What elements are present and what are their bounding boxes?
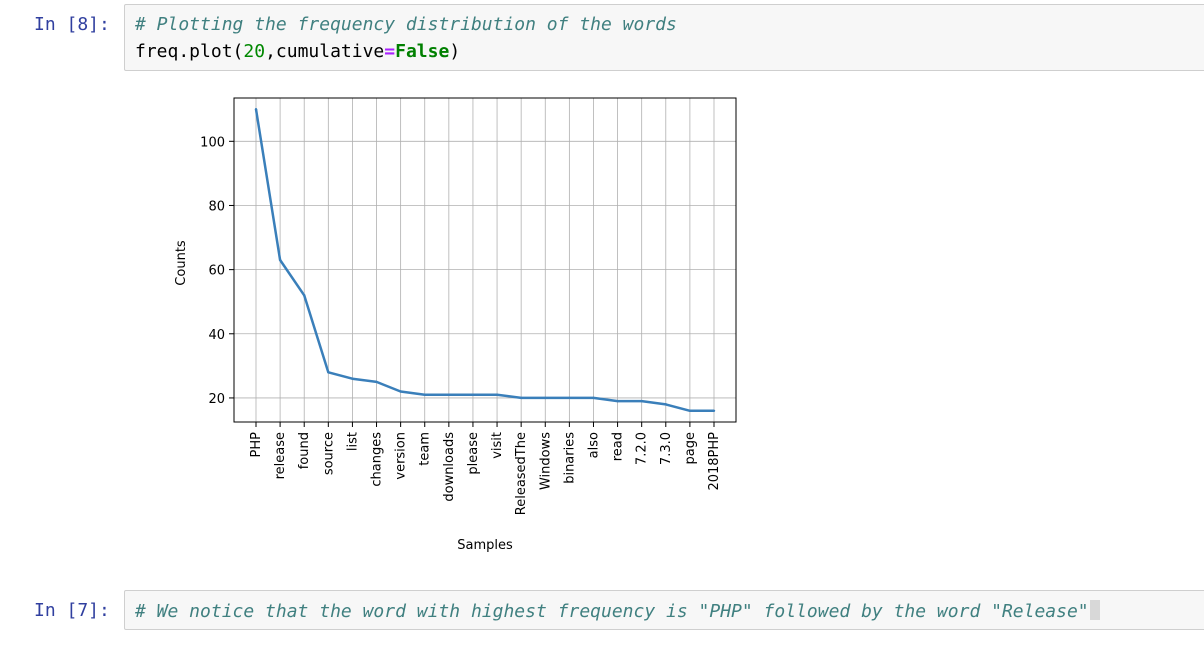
data-point bbox=[447, 393, 451, 396]
code-comment: # We notice that the word with highest f… bbox=[135, 601, 1089, 622]
data-point bbox=[399, 390, 402, 393]
data-point bbox=[544, 396, 547, 400]
plot-frame bbox=[233, 97, 737, 423]
data-point bbox=[254, 108, 258, 111]
x-tick-label: 7.3.0 bbox=[659, 432, 674, 465]
y-tick-label: 60 bbox=[208, 264, 225, 279]
code-argument: ,cumulative bbox=[265, 41, 385, 62]
data-point bbox=[592, 396, 595, 400]
x-tick-label: binaries bbox=[562, 432, 577, 484]
x-tick-label: 7.2.0 bbox=[635, 432, 650, 465]
x-tick-label: downloads bbox=[442, 432, 457, 502]
y-tick-label: 40 bbox=[208, 328, 225, 343]
x-tick-label: read bbox=[611, 432, 626, 461]
x-tick-label: list bbox=[345, 432, 360, 451]
code-statement: freq.plot(20,cumulative=False) bbox=[135, 41, 460, 62]
text-cursor bbox=[1089, 600, 1100, 620]
data-point bbox=[303, 294, 306, 297]
cell-prompt: In [8]: bbox=[34, 14, 110, 35]
x-tick-label: visit bbox=[490, 432, 505, 459]
y-tick-label: 80 bbox=[208, 199, 225, 214]
data-point bbox=[278, 258, 282, 262]
x-axis: PHP release found source list changes version t… bbox=[249, 422, 722, 515]
data-point bbox=[471, 393, 475, 396]
x-tick-label: release bbox=[273, 432, 288, 479]
x-tick-label: Windows bbox=[538, 432, 553, 490]
y-axis: 20 40 60 80 100 bbox=[200, 135, 234, 407]
data-point bbox=[664, 403, 667, 406]
frequency-chart: 20 40 60 80 100 PHP release found source list cha… bbox=[174, 97, 737, 553]
data-point bbox=[519, 396, 523, 400]
code-number: 20 bbox=[243, 41, 266, 62]
data-point bbox=[423, 393, 426, 396]
data-point bbox=[568, 396, 571, 400]
x-tick-label: also bbox=[586, 432, 601, 458]
code-statement: # We notice that the word with highest f… bbox=[135, 600, 1100, 622]
data-point bbox=[616, 399, 619, 403]
code-call: freq.plot( bbox=[135, 41, 244, 62]
x-tick-label: PHP bbox=[249, 432, 264, 458]
x-tick-label: ReleasedThe bbox=[514, 432, 529, 515]
x-tick-label: changes bbox=[370, 432, 385, 487]
data-point bbox=[688, 409, 692, 412]
code-keyword: False bbox=[395, 41, 450, 62]
y-tick-label: 100 bbox=[200, 135, 225, 150]
code-close: ) bbox=[449, 41, 461, 62]
x-tick-label: source bbox=[321, 432, 336, 475]
data-point bbox=[375, 380, 378, 384]
data-point bbox=[351, 377, 354, 380]
x-tick-label: found bbox=[297, 432, 312, 469]
x-tick-label: please bbox=[466, 432, 481, 475]
x-tick-label: 2018PHP bbox=[707, 432, 722, 491]
chart-line-layer bbox=[254, 108, 716, 413]
chart-grid bbox=[234, 98, 736, 422]
series-line-counts bbox=[254, 109, 714, 413]
code-comment: # Plotting the frequency distribution of… bbox=[135, 14, 677, 35]
x-tick-label: team bbox=[418, 432, 433, 466]
data-point bbox=[640, 399, 643, 403]
y-axis-label: Counts bbox=[174, 240, 189, 286]
x-tick-label: version bbox=[394, 432, 409, 480]
code-input[interactable]: # Plotting the frequency distribution of… bbox=[124, 4, 1204, 71]
code-operator: = bbox=[384, 41, 396, 62]
x-axis-label: Samples bbox=[457, 538, 513, 553]
data-point bbox=[327, 371, 330, 374]
code-input[interactable]: # We notice that the word with highest f… bbox=[124, 590, 1204, 630]
data-point bbox=[712, 409, 716, 412]
y-tick-label: 20 bbox=[208, 392, 225, 407]
data-point bbox=[495, 393, 499, 396]
cell-prompt: In [7]: bbox=[34, 600, 110, 621]
x-tick-label: page bbox=[683, 432, 698, 464]
